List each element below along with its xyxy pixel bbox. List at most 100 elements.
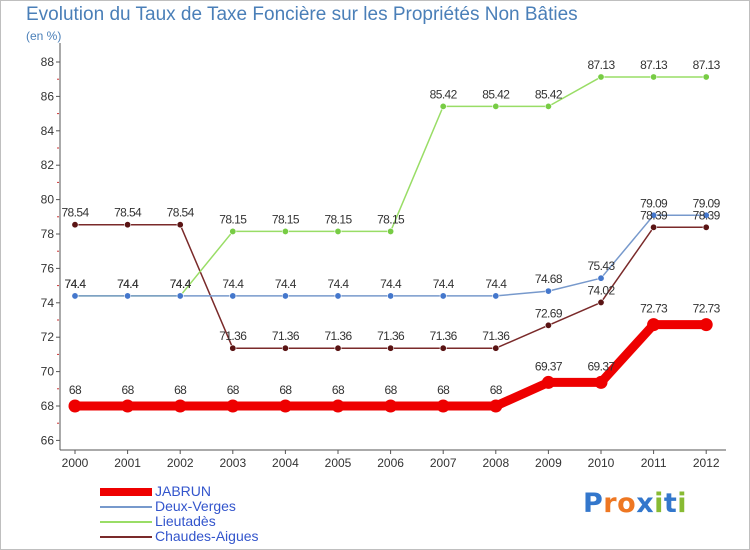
data-label-deux-verges: 74.4 — [117, 277, 139, 291]
data-label-chaudes-aigues: 78.39 — [640, 208, 668, 222]
data-point-deux-verges — [439, 292, 447, 300]
data-labels-layer: 78.54 78.54 78.54 71.36 71.36 71.36 71.36 71.36… — [61, 58, 721, 397]
data-point-deux-verges — [124, 292, 132, 300]
y-tick-label: 72 — [41, 330, 55, 344]
data-label-lieutad-s: 74.4 — [117, 277, 139, 291]
y-tick-label: 80 — [41, 193, 55, 207]
data-label-jabrun: 68 — [227, 383, 240, 397]
data-label-jabrun: 69.37 — [535, 359, 563, 373]
data-point-deux-verges — [597, 274, 605, 282]
data-point-deux-verges — [544, 287, 552, 295]
data-point-lieutad-s — [439, 102, 447, 110]
data-point-chaudes-aigues — [124, 221, 132, 229]
data-point-chaudes-aigues — [439, 344, 447, 352]
logo-letter: x — [636, 488, 655, 519]
data-point-lieutad-s — [334, 227, 342, 235]
data-label-chaudes-aigues: 72.69 — [535, 306, 563, 320]
data-label-lieutad-s: 87.13 — [640, 58, 668, 72]
x-tick-label: 2006 — [377, 456, 404, 470]
data-label-jabrun: 72.73 — [640, 302, 668, 316]
data-point-lieutad-s — [281, 227, 289, 235]
data-point-jabrun — [121, 399, 135, 413]
proxiti-logo: Proxiti — [583, 488, 687, 519]
data-label-lieutad-s: 78.15 — [324, 212, 352, 226]
data-point-jabrun — [68, 399, 82, 413]
data-label-lieutad-s: 85.42 — [430, 87, 458, 101]
data-point-deux-verges — [702, 211, 710, 219]
data-point-lieutad-s — [544, 102, 552, 110]
data-point-jabrun — [331, 399, 345, 413]
data-point-chaudes-aigues — [176, 221, 184, 229]
data-point-deux-verges — [71, 292, 79, 300]
data-point-deux-verges — [387, 292, 395, 300]
data-point-jabrun — [436, 399, 450, 413]
data-point-deux-verges — [281, 292, 289, 300]
x-tick-label: 2010 — [588, 456, 615, 470]
data-label-lieutad-s: 85.42 — [482, 87, 510, 101]
x-tick-label: 2001 — [114, 456, 141, 470]
x-tick-label: 2012 — [693, 456, 720, 470]
data-point-lieutad-s — [597, 73, 605, 81]
data-label-deux-verges: 74.4 — [485, 277, 507, 291]
data-label-chaudes-aigues: 78.39 — [693, 208, 721, 222]
data-label-lieutad-s: 78.15 — [272, 212, 300, 226]
data-point-jabrun — [278, 399, 292, 413]
data-point-jabrun — [384, 399, 398, 413]
data-point-chaudes-aigues — [71, 221, 79, 229]
y-tick-label: 86 — [41, 89, 55, 103]
data-point-deux-verges — [650, 211, 658, 219]
data-label-chaudes-aigues: 78.54 — [114, 206, 142, 220]
y-tick-label: 84 — [41, 124, 55, 138]
data-point-chaudes-aigues — [650, 223, 658, 231]
data-label-deux-verges: 74.4 — [65, 277, 87, 291]
data-label-lieutad-s: 85.42 — [535, 87, 563, 101]
data-label-deux-verges: 79.09 — [640, 196, 668, 210]
data-label-chaudes-aigues: 71.36 — [219, 329, 247, 343]
data-label-deux-verges: 79.09 — [693, 196, 721, 210]
logo-letter: i — [654, 488, 664, 519]
data-label-chaudes-aigues: 78.54 — [167, 206, 195, 220]
data-label-deux-verges: 74.68 — [535, 272, 563, 286]
data-label-jabrun: 68 — [122, 383, 135, 397]
data-point-deux-verges — [176, 292, 184, 300]
y-tick-label: 70 — [41, 365, 55, 379]
data-point-lieutad-s — [387, 227, 395, 235]
data-point-deux-verges — [334, 292, 342, 300]
x-tick-label: 2005 — [325, 456, 352, 470]
data-point-chaudes-aigues — [229, 344, 237, 352]
data-point-chaudes-aigues — [387, 344, 395, 352]
data-label-jabrun: 68 — [385, 383, 398, 397]
data-point-lieutad-s — [229, 227, 237, 235]
data-label-jabrun: 68 — [437, 383, 450, 397]
logo-letter: r — [603, 488, 618, 519]
axes: 66 68 70 72 74 76 78 80 82 84 86 88 2000 2001 2002 2003… — [41, 43, 726, 470]
x-tick-label: 2011 — [641, 456, 667, 470]
legend-label-lieutad-s: Lieutadès — [155, 513, 216, 529]
x-tick-label: 2000 — [62, 456, 89, 470]
data-label-chaudes-aigues: 71.36 — [272, 329, 300, 343]
data-label-chaudes-aigues: 71.36 — [377, 329, 405, 343]
logo-letter: P — [583, 488, 604, 519]
y-tick-label: 66 — [41, 433, 55, 447]
legend-swatch-chaudes-aigues — [100, 536, 152, 538]
data-label-lieutad-s: 87.13 — [587, 58, 615, 72]
unit-label: (en %) — [26, 29, 62, 43]
series-layer — [68, 73, 713, 413]
data-point-jabrun — [594, 375, 608, 389]
data-label-lieutad-s: 74.4 — [170, 277, 192, 291]
logo-letter: t — [663, 488, 678, 519]
data-point-lieutad-s — [650, 73, 658, 81]
data-label-chaudes-aigues: 74.02 — [587, 283, 615, 297]
y-tick-label: 76 — [41, 261, 55, 275]
legend-swatch-lieutad-s — [100, 521, 152, 523]
y-tick-label: 78 — [41, 227, 55, 241]
data-label-deux-verges: 74.4 — [275, 277, 297, 291]
data-label-deux-verges: 74.4 — [222, 277, 244, 291]
data-label-deux-verges: 75.43 — [587, 259, 615, 273]
x-tick-label: 2008 — [482, 456, 509, 470]
y-tick-label: 88 — [41, 55, 55, 69]
legend-label-chaudes-aigues: Chaudes-Aigues — [155, 528, 259, 544]
x-tick-label: 2004 — [272, 456, 299, 470]
